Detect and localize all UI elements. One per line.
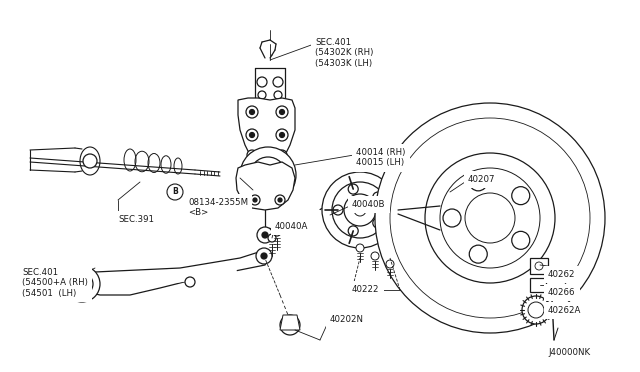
- Circle shape: [322, 172, 398, 248]
- Circle shape: [386, 260, 394, 268]
- Circle shape: [372, 218, 383, 228]
- Circle shape: [354, 204, 366, 216]
- Circle shape: [280, 315, 300, 335]
- Circle shape: [247, 150, 257, 160]
- Circle shape: [275, 195, 285, 205]
- Polygon shape: [236, 162, 295, 210]
- Circle shape: [71, 273, 93, 295]
- Circle shape: [246, 129, 258, 141]
- Polygon shape: [128, 268, 238, 284]
- Circle shape: [250, 157, 286, 193]
- Circle shape: [257, 227, 273, 243]
- Circle shape: [250, 109, 255, 115]
- Circle shape: [246, 106, 258, 118]
- Circle shape: [535, 262, 543, 270]
- Text: 40040A: 40040A: [275, 222, 308, 231]
- Circle shape: [185, 277, 195, 287]
- Circle shape: [512, 231, 530, 249]
- Text: 40207: 40207: [468, 175, 495, 184]
- Circle shape: [469, 245, 487, 263]
- Circle shape: [465, 193, 515, 243]
- Circle shape: [443, 209, 461, 227]
- Text: 40202N: 40202N: [330, 315, 364, 324]
- Circle shape: [276, 129, 288, 141]
- Polygon shape: [238, 98, 295, 165]
- Circle shape: [425, 153, 555, 283]
- Circle shape: [273, 228, 281, 236]
- Circle shape: [440, 168, 540, 268]
- Circle shape: [280, 153, 284, 157]
- Circle shape: [371, 252, 379, 260]
- Ellipse shape: [80, 147, 100, 175]
- Text: 40014 (RH)
40015 (LH): 40014 (RH) 40015 (LH): [356, 148, 405, 167]
- Text: B: B: [172, 187, 178, 196]
- Text: 08134-2355M
<B>: 08134-2355M <B>: [188, 198, 248, 217]
- Circle shape: [253, 198, 257, 202]
- Circle shape: [348, 226, 358, 236]
- Polygon shape: [530, 258, 548, 274]
- Circle shape: [240, 147, 296, 203]
- Circle shape: [273, 77, 283, 87]
- Circle shape: [332, 182, 388, 238]
- Circle shape: [258, 91, 266, 99]
- Circle shape: [256, 248, 272, 264]
- Circle shape: [276, 106, 288, 118]
- Circle shape: [268, 234, 276, 242]
- Circle shape: [522, 296, 550, 324]
- Circle shape: [250, 153, 254, 157]
- Circle shape: [64, 266, 100, 302]
- Circle shape: [390, 118, 590, 318]
- Text: 40222: 40222: [352, 285, 380, 294]
- Text: SEC.401
(54500+A (RH)
(54501  (LH): SEC.401 (54500+A (RH) (54501 (LH): [22, 268, 88, 298]
- Circle shape: [274, 91, 282, 99]
- Circle shape: [469, 173, 487, 191]
- Polygon shape: [530, 278, 546, 292]
- Circle shape: [372, 192, 383, 202]
- Circle shape: [278, 198, 282, 202]
- Polygon shape: [78, 250, 268, 295]
- Circle shape: [260, 167, 276, 183]
- Circle shape: [344, 194, 376, 226]
- Circle shape: [77, 279, 87, 289]
- Text: SEC.401
(54302K (RH)
(54303K (LH): SEC.401 (54302K (RH) (54303K (LH): [315, 38, 373, 68]
- Circle shape: [277, 150, 287, 160]
- Circle shape: [257, 77, 267, 87]
- Circle shape: [250, 132, 255, 138]
- Text: J40000NK: J40000NK: [548, 348, 590, 357]
- Circle shape: [280, 109, 285, 115]
- Text: 40262: 40262: [548, 270, 575, 279]
- Text: 40262A: 40262A: [548, 306, 581, 315]
- Polygon shape: [280, 315, 300, 330]
- Circle shape: [167, 184, 183, 200]
- Circle shape: [333, 205, 343, 215]
- Circle shape: [83, 154, 97, 168]
- Circle shape: [250, 195, 260, 205]
- Circle shape: [348, 184, 358, 194]
- Circle shape: [356, 244, 364, 252]
- Circle shape: [375, 103, 605, 333]
- Circle shape: [512, 187, 530, 205]
- Text: SEC.391: SEC.391: [118, 215, 154, 224]
- Circle shape: [280, 132, 285, 138]
- Circle shape: [261, 253, 267, 259]
- Text: 40040B: 40040B: [352, 200, 385, 209]
- Circle shape: [528, 302, 544, 318]
- Text: 40266: 40266: [548, 288, 575, 297]
- Circle shape: [262, 232, 268, 238]
